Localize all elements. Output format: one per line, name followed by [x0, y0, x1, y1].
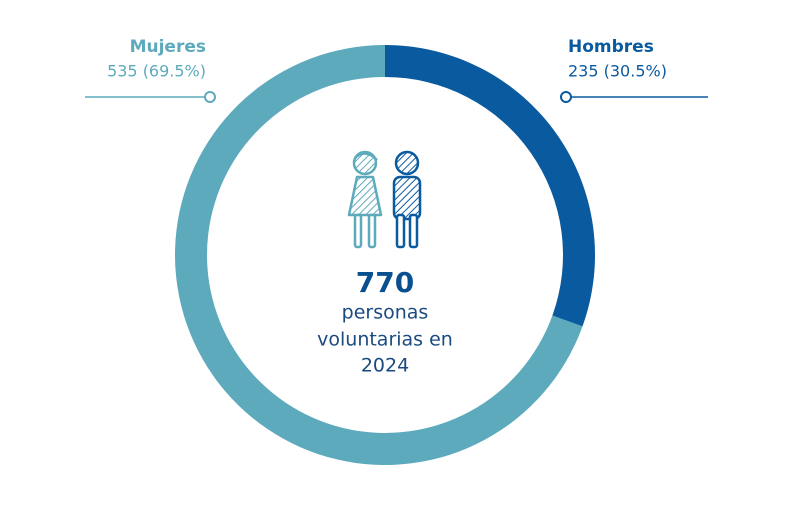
callout-dot [560, 91, 572, 103]
slice [385, 45, 595, 327]
legend-label: Mujeres [130, 37, 206, 57]
woman-icon [347, 150, 383, 249]
man-icon [392, 150, 422, 249]
center-text: 2024 [361, 355, 409, 377]
callout-dot [204, 91, 216, 103]
value-label: 235 (30.5%) [568, 62, 667, 81]
slices [175, 45, 595, 466]
value-label: 535 (69.5%) [107, 62, 206, 81]
center-text: personas [342, 302, 429, 324]
total: 770 [356, 266, 414, 299]
legend-label: Hombres [568, 37, 654, 57]
center-text: voluntarias en [317, 329, 453, 351]
